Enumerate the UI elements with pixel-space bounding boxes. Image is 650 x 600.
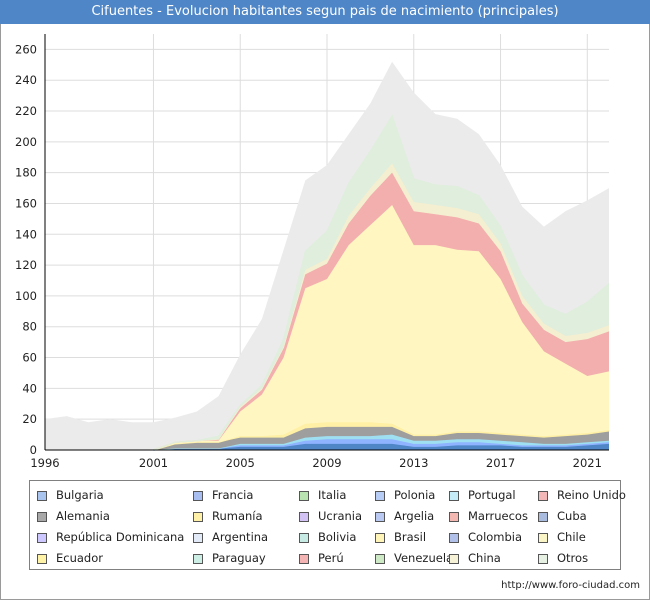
legend-swatch: [538, 533, 548, 543]
legend-label: Ucrania: [318, 509, 363, 523]
legend-label: Otros: [557, 551, 589, 565]
legend-swatch: [375, 512, 385, 522]
chart-title: Cifuentes - Evolucion habitantes segun p…: [0, 0, 650, 24]
y-tick-label: 220: [15, 104, 37, 118]
y-tick-label: 180: [15, 166, 37, 180]
legend-swatch: [375, 491, 385, 501]
x-tick-label: 2001: [139, 456, 168, 470]
y-tick-label: 240: [15, 73, 37, 87]
area-brasil: [153, 205, 609, 450]
legend-label: Portugal: [468, 488, 516, 502]
x-tick-label: 2021: [573, 456, 602, 470]
y-tick-label: 20: [22, 412, 37, 426]
x-tick-label: 1996: [30, 456, 59, 470]
legend-label: Polonia: [394, 488, 436, 502]
legend-swatch: [375, 554, 385, 564]
legend-swatch: [37, 512, 47, 522]
legend-swatch: [299, 533, 309, 543]
y-tick-label: 100: [15, 289, 37, 303]
legend-label: Ecuador: [56, 551, 103, 565]
x-tick-label: 2009: [312, 456, 341, 470]
x-tick-label: 2013: [399, 456, 428, 470]
legend-swatch: [538, 512, 548, 522]
x-tick-labels: 1996 2001 2005 2009 2013 2017 2021: [30, 456, 602, 470]
legend-label: Rumanía: [212, 509, 263, 523]
y-tick-label: 80: [22, 320, 37, 334]
legend-swatch: [37, 533, 47, 543]
legend-label: China: [468, 551, 501, 565]
y-tick-label: 160: [15, 196, 37, 210]
y-tick-label: 200: [15, 135, 37, 149]
legend-swatch: [375, 533, 385, 543]
legend-label: República Dominicana: [56, 530, 185, 544]
legend-label: Brasil: [394, 530, 427, 544]
legend-swatch: [538, 491, 548, 501]
legend-swatch: [538, 554, 548, 564]
axes: [44, 34, 609, 451]
y-tick-label: 0: [30, 443, 37, 457]
legend: Bulgaria Francia Italia Polonia Portugal Rein…: [29, 480, 626, 570]
legend-label: Cuba: [557, 509, 587, 523]
legend-label: Italia: [318, 488, 347, 502]
legend-swatch: [449, 491, 459, 501]
legend-swatch: [299, 554, 309, 564]
area-alemania: [153, 426, 609, 450]
legend-swatch: [449, 533, 459, 543]
legend-label: Argelia: [394, 509, 435, 523]
y-tick-label: 140: [15, 227, 37, 241]
legend-swatch: [299, 491, 309, 501]
legend-swatch: [299, 512, 309, 522]
legend-label: Bolivia: [318, 530, 357, 544]
legend-label: Paraguay: [212, 551, 266, 565]
legend-label: Perú: [318, 551, 344, 565]
legend-swatch: [37, 491, 47, 501]
y-tick-label: 40: [22, 381, 37, 395]
area-polonia: [153, 439, 609, 450]
legend-swatch: [193, 533, 203, 543]
legend-swatch: [193, 512, 203, 522]
legend-label: Chile: [557, 530, 586, 544]
legend-swatch: [449, 512, 459, 522]
x-tick-label: 2005: [226, 456, 255, 470]
legend-swatch: [37, 554, 47, 564]
legend-label: Bulgaria: [56, 488, 104, 502]
legend-swatch: [193, 491, 203, 501]
footer-source: http://www.foro-ciudad.com: [501, 580, 640, 591]
y-tick-label: 120: [15, 258, 37, 272]
legend-label: Colombia: [468, 530, 523, 544]
x-tick-label: 2017: [486, 456, 515, 470]
legend-label: Marruecos: [468, 509, 528, 523]
y-tick-labels: 0 20 40 60 80 100 120 140 160 180 200 220 240 260: [15, 42, 37, 457]
area-series-group: [45, 61, 610, 451]
legend-swatch: [193, 554, 203, 564]
legend-label: Alemania: [56, 509, 110, 523]
y-tick-label: 260: [15, 42, 37, 56]
legend-label: Reino Unido: [557, 488, 626, 502]
area-otros: [153, 115, 609, 450]
line-otros: [153, 114, 610, 451]
legend-label: Venezuela: [394, 551, 454, 565]
legend-label: Argentina: [212, 530, 269, 544]
legend-label: Francia: [212, 488, 254, 502]
y-tick-label: 60: [22, 351, 37, 365]
legend-swatch: [449, 554, 459, 564]
